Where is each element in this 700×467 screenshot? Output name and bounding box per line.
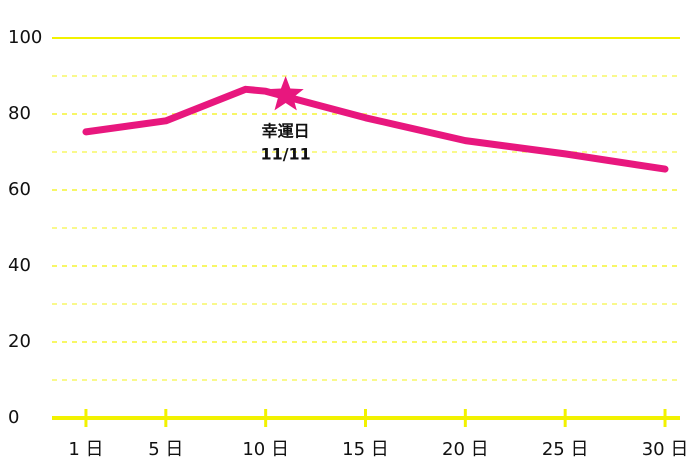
x-tick-label: 30 日: [642, 439, 689, 460]
annotation-star: [267, 76, 304, 111]
y-tick-label: 20: [8, 331, 31, 352]
x-tick-label: 5 日: [148, 439, 183, 460]
x-tick-label: 10 日: [242, 439, 289, 460]
y-tick-label: 60: [8, 179, 31, 200]
annotation-date: 11/11: [260, 145, 310, 164]
y-tick-label: 0: [8, 407, 19, 428]
annotation-label: 幸運日: [262, 122, 310, 141]
line: [82, 85, 669, 173]
x-tick-label: 20 日: [442, 439, 489, 460]
y-tick-label: 100: [8, 27, 42, 48]
x-tick-label: 1 日: [68, 439, 103, 460]
y-tick-label: 40: [8, 255, 31, 276]
x-tick-label: 25 日: [542, 439, 589, 460]
x-tick-label: 15 日: [342, 439, 389, 460]
y-tick-label: 80: [8, 103, 31, 124]
